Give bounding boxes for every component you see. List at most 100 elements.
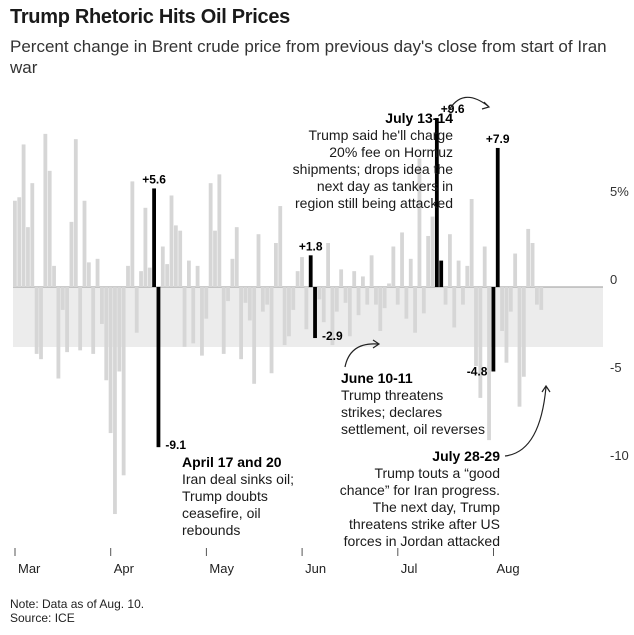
- bar: [330, 287, 335, 346]
- bar-value-label: +9.6: [441, 102, 465, 116]
- bar: [260, 287, 265, 312]
- bar-value-label: -2.9: [322, 329, 343, 343]
- bar: [382, 287, 387, 309]
- bar: [487, 287, 491, 441]
- arrow-head: [372, 339, 381, 349]
- bar: [278, 206, 283, 287]
- annotation-heading: June 10-11: [341, 370, 413, 386]
- bar: [13, 200, 17, 287]
- bar-value-label: +1.8: [299, 239, 323, 253]
- bar-value-label: -9.1: [165, 438, 186, 452]
- bar: [34, 287, 39, 354]
- highlighted-bar: [491, 287, 496, 372]
- x-tick-label: Jun: [305, 561, 326, 576]
- bar: [295, 271, 300, 287]
- annotation-heading: July 28-29: [432, 448, 500, 464]
- bar: [213, 230, 217, 287]
- bar: [387, 283, 391, 287]
- annotation-line: next day as tankers in: [317, 178, 453, 194]
- annotation-line: region still being attacked: [295, 195, 453, 211]
- bar: [265, 287, 270, 305]
- bar: [365, 287, 370, 305]
- bar: [243, 287, 248, 303]
- bar: [374, 287, 378, 305]
- bar: [504, 287, 509, 363]
- annotation-line: rebounds: [182, 522, 240, 538]
- annotation-line: threatens strike after US: [349, 516, 500, 532]
- annotation-line: chance” for Iran progress.: [340, 482, 500, 498]
- bar: [95, 258, 100, 287]
- highlighted-bar: [152, 188, 156, 287]
- bar: [217, 174, 222, 287]
- bar: [252, 287, 257, 384]
- bar: [400, 232, 404, 287]
- bar: [500, 287, 504, 331]
- bar: [121, 287, 126, 476]
- bar: [26, 227, 30, 287]
- bar: [426, 235, 431, 287]
- bar: [469, 199, 474, 287]
- bar: [169, 195, 174, 287]
- bar: [461, 287, 465, 305]
- bar: [287, 287, 291, 337]
- footnote: Note: Data as of Aug. 10.: [10, 597, 145, 611]
- bar: [448, 234, 452, 287]
- bar: [200, 287, 204, 356]
- highlighted-bar: [313, 287, 317, 339]
- bar: [143, 207, 148, 287]
- bar: [108, 287, 113, 434]
- bar: [221, 287, 226, 354]
- annotation-arrow: [447, 96, 489, 113]
- bar: [421, 287, 426, 314]
- bar: [378, 287, 383, 331]
- highlighted-bar: [434, 118, 439, 287]
- bar: [300, 257, 304, 287]
- bar: [539, 287, 544, 310]
- bar-value-label: -4.8: [467, 365, 488, 379]
- y-tick-label: 0: [610, 272, 617, 287]
- source-note: Source: ICE: [10, 611, 75, 625]
- x-tick-label: Jul: [401, 561, 418, 576]
- annotation-line: Trump doubts: [182, 488, 268, 504]
- bar: [391, 246, 396, 287]
- bar: [239, 287, 243, 360]
- annotation-line: The next day, Trump: [373, 499, 501, 515]
- bar-value-label: +7.9: [486, 132, 510, 146]
- bar: [47, 170, 52, 287]
- annotation-line: forces in Jordan attacked: [344, 533, 500, 549]
- bar: [234, 227, 239, 287]
- bar: [69, 221, 74, 287]
- bar: [508, 287, 513, 312]
- bar: [165, 264, 170, 287]
- bar: [117, 287, 122, 372]
- bar: [482, 246, 487, 287]
- bar: [147, 267, 152, 287]
- bar: [113, 287, 117, 515]
- bar: [430, 216, 435, 287]
- highlighted-bar: [495, 147, 500, 287]
- annotation-line: settlement, oil reverses: [341, 421, 485, 437]
- bar: [230, 258, 235, 287]
- annotation-line: shipments; drops idea the: [293, 161, 454, 177]
- x-tick-label: Aug: [497, 561, 520, 576]
- annotation-line: Trump touts a “good: [374, 465, 500, 481]
- bar: [326, 243, 330, 287]
- bar: [352, 271, 357, 287]
- bar: [404, 287, 409, 319]
- bar: [291, 287, 296, 310]
- bar: [256, 234, 261, 287]
- bar: [17, 197, 22, 287]
- bar: [178, 230, 183, 287]
- bar: [182, 287, 187, 347]
- bar-value-label: +5.6: [142, 172, 166, 186]
- bar: [526, 228, 531, 287]
- bar: [21, 144, 26, 287]
- bar: [343, 287, 348, 303]
- bar: [82, 200, 87, 287]
- bar: [443, 287, 448, 305]
- bar: [139, 271, 143, 287]
- bar: [513, 253, 518, 287]
